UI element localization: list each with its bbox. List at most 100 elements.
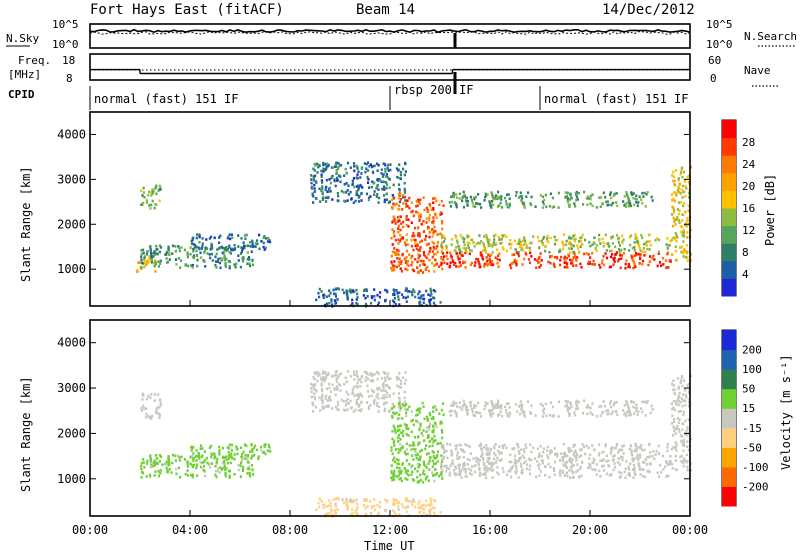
power-cell-1 [223, 254, 226, 258]
power-cell-5 [402, 202, 405, 205]
velocity-cell-8 [397, 505, 400, 508]
power-cell-5 [412, 232, 415, 235]
power-cell-5 [392, 230, 396, 233]
velocity-cell-0 [215, 475, 218, 479]
power-cell-7 [640, 234, 643, 237]
power-cell-4 [352, 162, 356, 165]
velocity-cell-8 [405, 499, 408, 502]
power-cell-5 [432, 229, 435, 232]
velocity-cell-8 [434, 499, 437, 503]
velocity-cell-6 [463, 404, 467, 407]
power-cell-9 [681, 251, 685, 255]
power-cell-1 [180, 246, 183, 249]
velocity-cell-6 [492, 406, 495, 410]
power-cell-10 [396, 291, 399, 295]
power-cell-7 [450, 243, 453, 246]
velocity-cell-5 [541, 462, 544, 465]
velocity-cell-6 [521, 410, 524, 414]
power-cell-10 [422, 301, 425, 305]
power-cell-4 [321, 181, 324, 184]
power-cell-4 [321, 190, 324, 194]
power-cell-7 [532, 235, 535, 238]
velocity-cell-0 [177, 466, 180, 470]
power-cell-4 [351, 183, 354, 187]
power-cell-7 [633, 245, 636, 249]
velocity-cell-6 [455, 401, 458, 405]
power-cell-1 [248, 258, 251, 261]
velocity-cell-5 [539, 444, 542, 448]
velocity-cell-8 [406, 499, 410, 503]
power-cell-9 [672, 211, 676, 214]
power-cell-9 [681, 226, 684, 229]
velocity-cell-8 [373, 498, 376, 501]
power-cell-8 [567, 200, 570, 204]
velocity-cell-6 [519, 403, 522, 407]
velocity-cell-8 [370, 505, 373, 508]
power-cell-4 [337, 162, 340, 165]
velocity-cell-6 [516, 410, 519, 413]
power-cell-4 [313, 187, 316, 190]
velocity-cell-4 [412, 447, 416, 451]
power-cell-5 [405, 260, 408, 263]
power-cell-8 [499, 201, 502, 205]
power-cell-10 [429, 290, 433, 293]
power-cell-5 [397, 249, 400, 253]
noise-search-label: N.Search [744, 30, 797, 43]
velocity-cell-4 [398, 467, 401, 470]
velocity-cell-7 [677, 421, 680, 425]
power-cell-4 [387, 201, 390, 204]
velocity-cell-4 [437, 442, 440, 445]
power-cell-7 [580, 239, 583, 243]
velocity-cell-7 [674, 445, 677, 449]
velocity-cell-5 [642, 468, 645, 472]
power-cell-7 [570, 247, 573, 251]
velocity-cell-5 [513, 454, 517, 458]
velocity-cell-4 [421, 401, 424, 405]
power-cell-5 [418, 249, 421, 252]
power-cell-7 [528, 246, 531, 250]
power-cell-6 [569, 258, 572, 262]
velocity-cell-4 [399, 443, 402, 446]
velocity-cell-5 [484, 476, 488, 479]
velocity-cell-6 [507, 402, 510, 405]
velocity-cell-5 [660, 471, 663, 474]
velocity-cell-7 [676, 397, 680, 401]
power-cell-4 [359, 176, 362, 179]
power-cell-4 [315, 197, 318, 200]
power-cell-7 [467, 246, 470, 250]
power-cell-4 [360, 199, 363, 202]
velocity-cell-4 [432, 417, 435, 420]
velocity-cell-4 [405, 427, 408, 431]
power-cell-9 [684, 195, 687, 198]
power-cell-1 [171, 252, 174, 255]
power-cell-5 [427, 242, 430, 246]
power-cell-8 [586, 195, 589, 198]
power-cell-5 [421, 271, 425, 274]
power-cell-1 [219, 257, 222, 260]
velocity-cell-6 [488, 409, 491, 412]
power-cell-8 [606, 203, 609, 207]
power-cell-3 [201, 237, 204, 240]
velocity-cell-6 [519, 400, 522, 403]
power-cell-5 [440, 262, 443, 265]
velocity-cell-4 [410, 430, 413, 434]
velocity-cell-0 [225, 467, 228, 470]
velocity-cell-6 [477, 401, 480, 405]
power-cell-3 [219, 246, 222, 249]
velocity-colorbar-tick-1: 100 [742, 363, 762, 376]
velocity-cell-1 [197, 452, 200, 456]
power-cell-4 [329, 181, 332, 185]
power-cell-3 [244, 244, 247, 248]
velocity-cell-5 [459, 468, 462, 472]
power-cell-5 [432, 221, 435, 225]
power-cell-5 [432, 197, 435, 200]
power-cell-5 [398, 215, 401, 219]
power-cell-2 [140, 189, 143, 193]
power-cell-6 [656, 264, 659, 268]
power-cell-6 [496, 262, 499, 265]
velocity-cell-6 [573, 411, 576, 414]
power-cell-3 [195, 236, 198, 240]
velocity-cell-3 [337, 408, 340, 412]
power-cell-6 [490, 263, 493, 267]
velocity-cell-0 [142, 458, 145, 461]
